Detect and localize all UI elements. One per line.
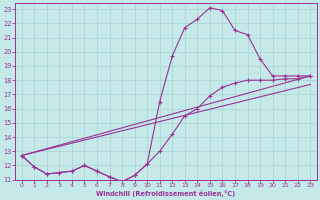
X-axis label: Windchill (Refroidissement éolien,°C): Windchill (Refroidissement éolien,°C) [96,190,236,197]
